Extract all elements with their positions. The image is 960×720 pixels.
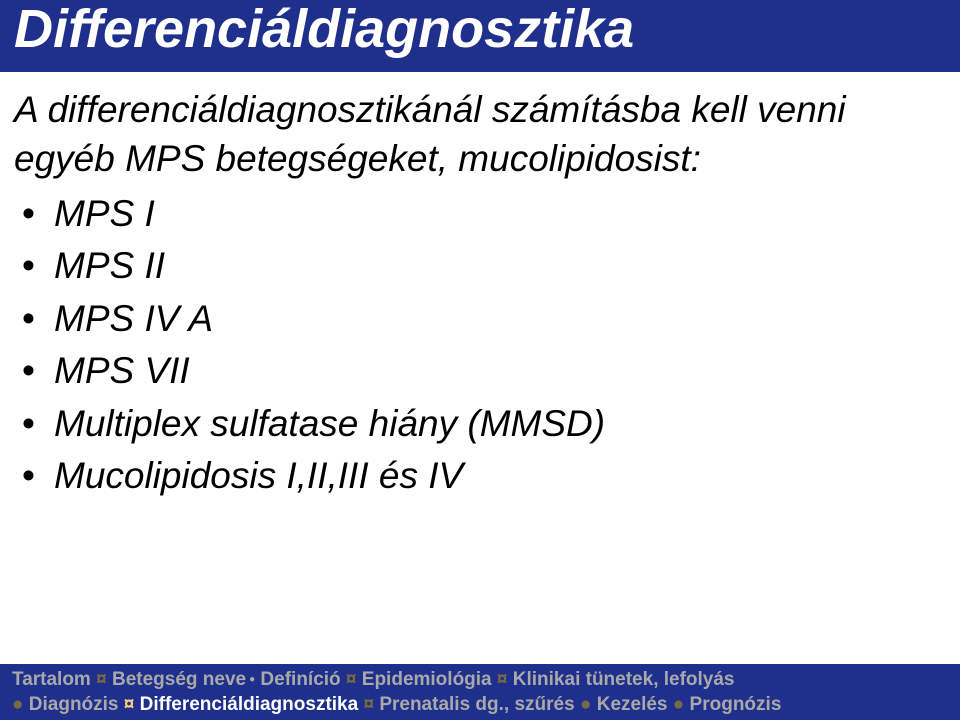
separator: ¤ bbox=[358, 694, 379, 715]
footer-word: Klinikai tünetek, lefolyás bbox=[513, 669, 735, 690]
list-item: Multiplex sulfatase hiány (MMSD) bbox=[14, 398, 946, 451]
footer-word: Differenciáldiagnosztika bbox=[140, 694, 359, 715]
header-bar: Differenciáldiagnosztika bbox=[0, 0, 960, 72]
separator: ● bbox=[575, 694, 597, 715]
separator: ¤ bbox=[492, 669, 513, 690]
separator: ● bbox=[12, 694, 23, 715]
footer-nav: Tartalom ¤ Betegség neve Definíció ¤ Epi… bbox=[0, 664, 960, 720]
list-item: MPS IV A bbox=[14, 293, 946, 346]
footer-word: Prognózis bbox=[690, 694, 782, 715]
content-area: A differenciáldiagnosztikánál számításba… bbox=[0, 72, 960, 503]
separator: ● bbox=[668, 694, 690, 715]
footer-word: Epidemiológia bbox=[362, 669, 492, 690]
footer-line-1: Tartalom ¤ Betegség neve Definíció ¤ Epi… bbox=[12, 668, 948, 693]
footer-word: Diagnózis bbox=[29, 694, 119, 715]
separator: ¤ bbox=[91, 669, 112, 690]
footer-word: Prenatalis dg., szűrés bbox=[379, 694, 574, 715]
intro-text: A differenciáldiagnosztikánál számításba… bbox=[14, 86, 946, 184]
separator: ¤ bbox=[119, 694, 140, 715]
footer-word: Kezelés bbox=[597, 694, 668, 715]
bullet-list: MPS I MPS II MPS IV A MPS VII Multiplex … bbox=[14, 188, 946, 503]
footer-word: Tartalom bbox=[12, 669, 91, 690]
list-item: Mucolipidosis I,II,III és IV bbox=[14, 450, 946, 503]
footer-word: Betegség neve bbox=[112, 669, 255, 690]
page-title: Differenciáldiagnosztika bbox=[14, 0, 634, 59]
footer-line-2: ● Diagnózis ¤ Differenciáldiagnosztika ¤… bbox=[12, 693, 948, 718]
list-item: MPS II bbox=[14, 240, 946, 293]
footer-word: Definíció bbox=[260, 669, 340, 690]
list-item: MPS I bbox=[14, 188, 946, 241]
separator: ¤ bbox=[341, 669, 362, 690]
list-item: MPS VII bbox=[14, 345, 946, 398]
